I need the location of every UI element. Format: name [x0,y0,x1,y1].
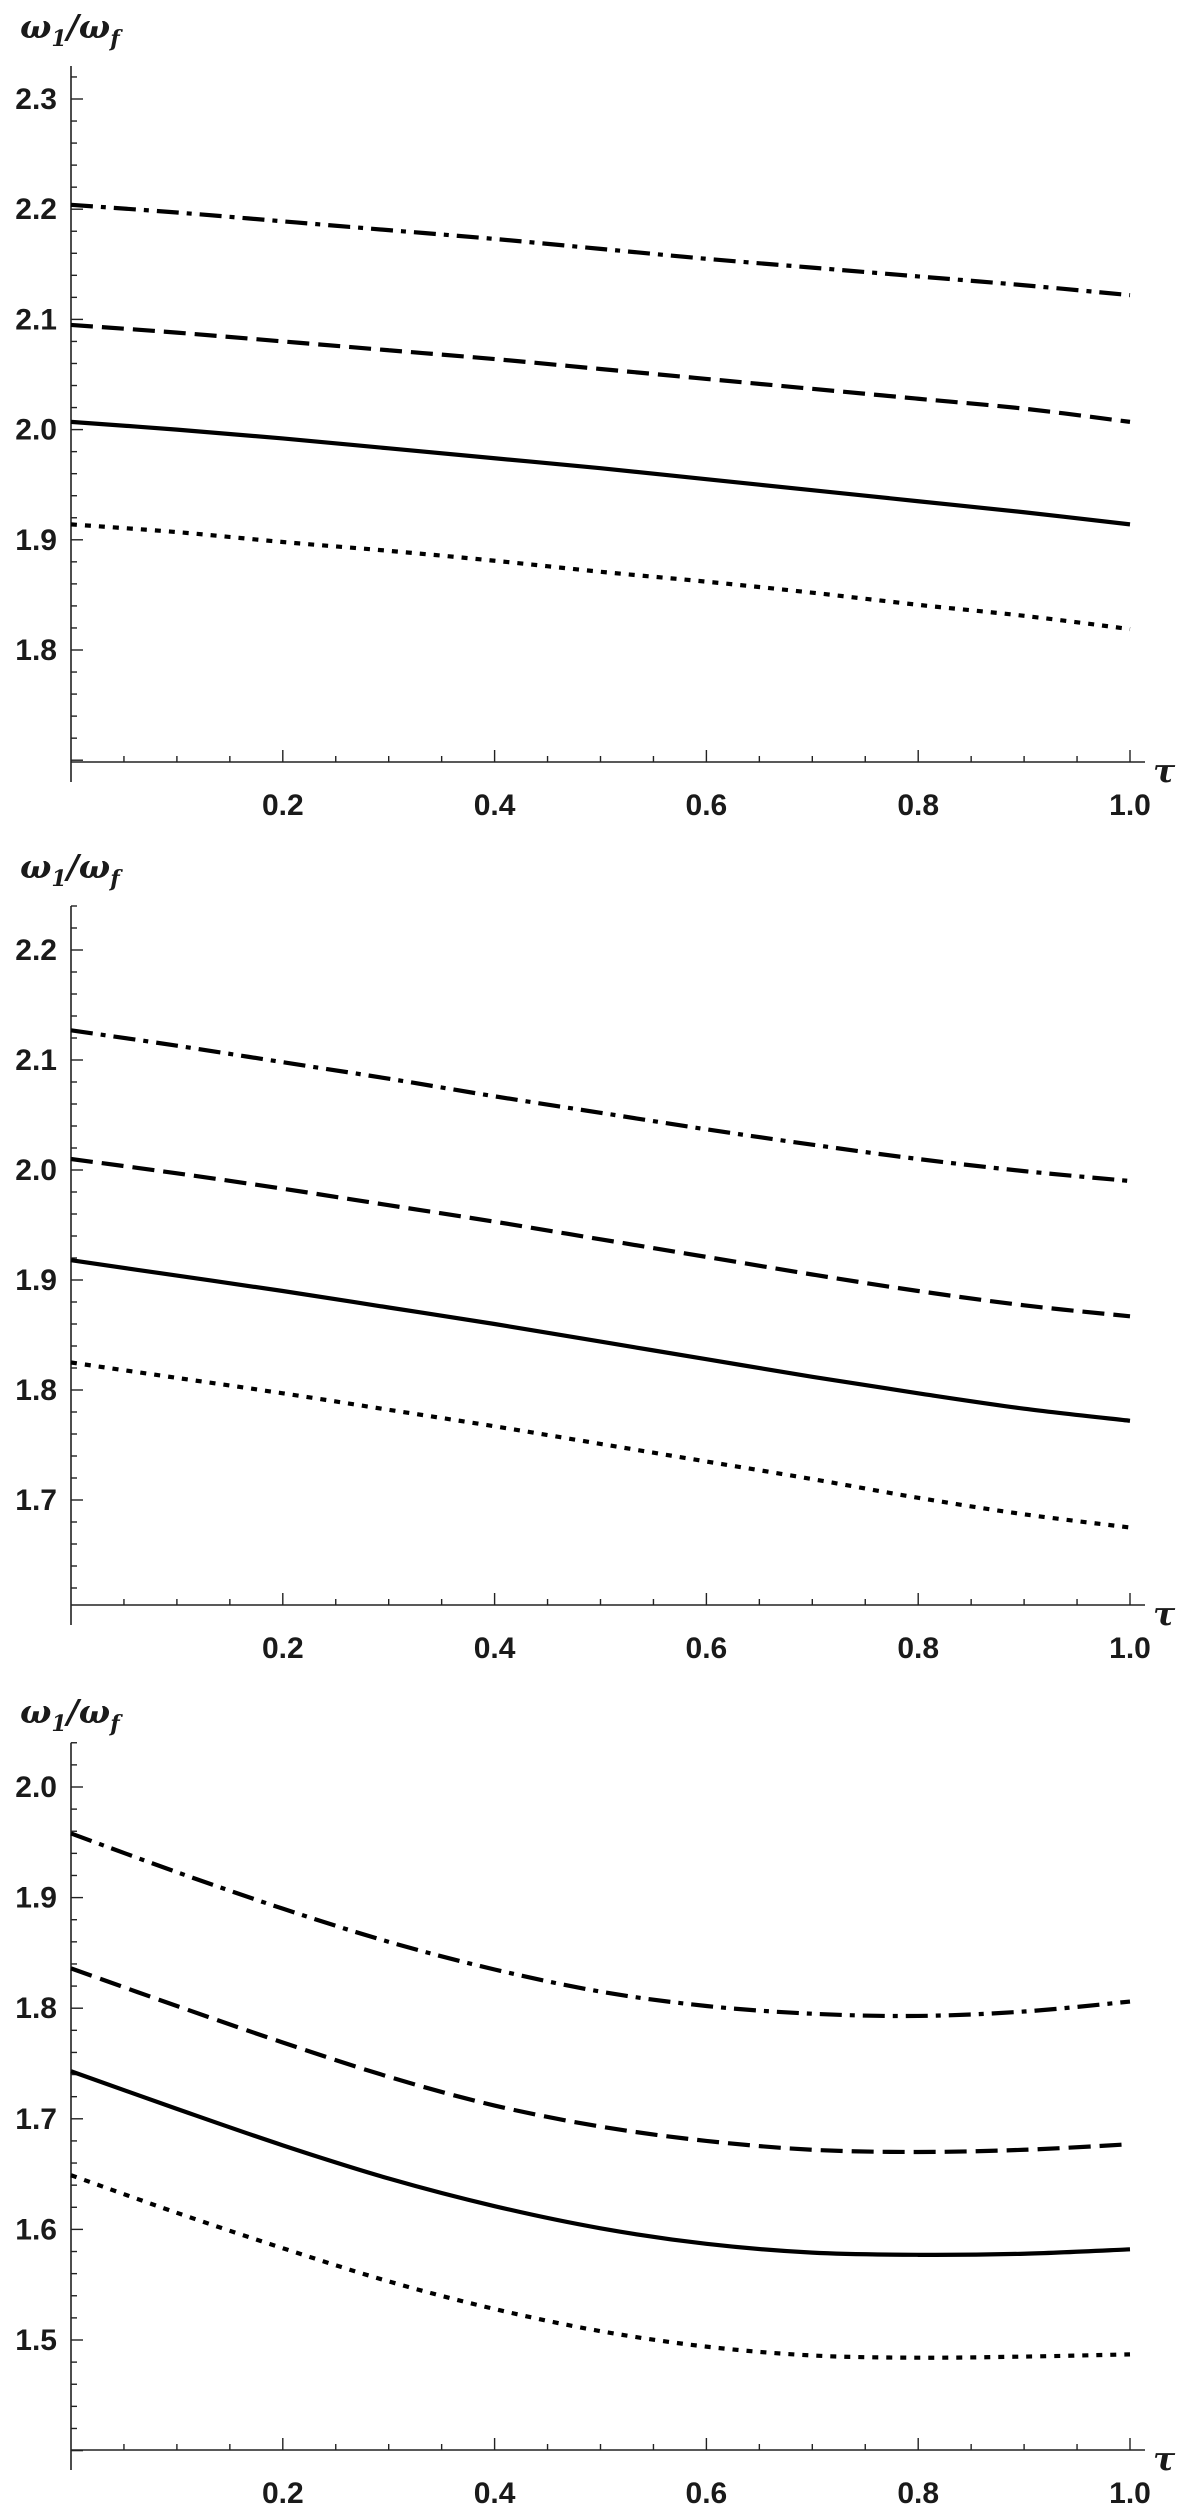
y-tick-label: 2.0 [15,414,57,447]
y-axis-label: ω1/ωf [20,847,123,892]
y-tick-label: 2.0 [15,1771,57,1804]
x-tick-label: 1.0 [1109,1632,1151,1665]
y-tick-label: 1.8 [15,1992,57,2025]
y-tick-label: 2.2 [15,934,57,967]
y-axis-label-subscript: 1 [51,26,66,52]
y-tick-label: 1.5 [15,2324,57,2357]
y-tick-label: 2.3 [15,83,57,116]
chart-panel-2: 1.7 1.8 1.9 2.0 2.1 2.2 0.2 0.4 0.6 0.8 1.0 ω1/ωf τ [15,847,1176,1665]
y-tick-label: 1.7 [15,1484,57,1517]
series-line-dashdot [70,1831,1131,2019]
y-axis-label-subscript: f [108,1711,123,1737]
series-line-dashed [70,1966,1131,2155]
x-tick-label: 0.2 [262,789,304,822]
x-tick-label: 0.8 [897,789,939,822]
y-axis-label: ω1/ωf [20,7,123,52]
x-tick-label: 0.6 [686,2477,728,2507]
y-tick-label: 1.8 [15,634,57,667]
y-axis-label-part: /ω [64,847,110,886]
y-tick-label: 1.9 [15,1882,57,1915]
y-axis-label-subscript: f [108,26,123,52]
x-tick-label: 0.6 [686,789,728,822]
x-tick-label: 0.6 [686,1632,728,1665]
y-axis-label: ω1/ωf [20,1692,123,1737]
y-tick-label: 2.0 [15,1154,57,1187]
x-tick-label: 0.4 [474,789,516,822]
x-tick-label: 0.4 [474,2477,516,2507]
x-axis-label: τ [1153,751,1176,790]
series-line-solid [70,2069,1131,2257]
series-line-dotted [70,2173,1131,2360]
series-line-dashdot [70,1028,1131,1184]
x-axis-label: τ [1153,1594,1176,1633]
y-axis-label-part: ω [20,847,51,886]
x-tick-label: 0.8 [897,2477,939,2507]
y-tick-label: 2.2 [15,193,57,226]
series-line-dashed [70,322,1131,424]
x-tick-label: 0.2 [262,1632,304,1665]
chart-panel-1: 1.8 1.9 2.0 2.1 2.2 2.3 0.2 0.4 0.6 0.8 1.0 ω1/ωf τ [15,7,1176,822]
series-line-dashdot [70,202,1131,298]
series-line-dashed [70,1156,1131,1319]
x-tick-label: 0.8 [897,1632,939,1665]
y-tick-label: 2.1 [15,1044,57,1077]
series-line-dotted [70,1360,1131,1530]
x-tick-label: 0.4 [474,1632,516,1665]
series-line-solid [70,419,1131,527]
series-line-dotted [70,522,1131,632]
y-tick-label: 1.9 [15,1264,57,1297]
y-axis-label-subscript: 1 [51,1711,66,1737]
x-tick-label: 0.2 [262,2477,304,2507]
series-line-solid [70,1258,1131,1423]
y-axis-label-subscript: f [108,866,123,892]
y-tick-label: 2.1 [15,303,57,336]
y-axis-label-part: /ω [64,7,110,46]
y-tick-label: 1.7 [15,2103,57,2136]
x-axis-label: τ [1153,2439,1176,2478]
y-axis-label-part: ω [20,7,51,46]
x-tick-label: 1.0 [1109,789,1151,822]
chart-panel-3: 1.5 1.6 1.7 1.8 1.9 2.0 0.2 0.4 0.6 0.8 1.0 ω1/ωf τ [15,1692,1176,2507]
y-axis-label-part: ω [20,1692,51,1731]
y-tick-label: 1.9 [15,524,57,557]
y-tick-label: 1.6 [15,2213,57,2246]
x-tick-label: 1.0 [1109,2477,1151,2507]
y-axis-label-part: /ω [64,1692,110,1731]
y-axis-label-subscript: 1 [51,866,66,892]
y-tick-label: 1.8 [15,1374,57,1407]
